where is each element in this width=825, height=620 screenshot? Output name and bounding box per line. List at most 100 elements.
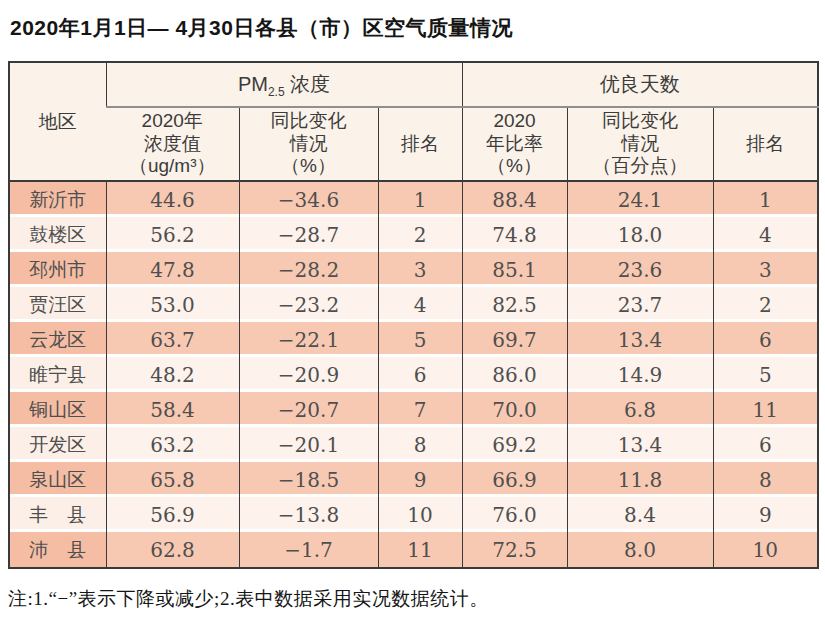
pm-change-cell: −28.2 [239, 252, 378, 287]
pm-rank-cell: 2 [378, 217, 462, 252]
days-rate-header: 2020 年比率 （%） [462, 107, 567, 181]
pm-change-cell: −34.6 [239, 181, 378, 217]
region-cell: 丰 县 [9, 497, 106, 532]
pm-value-cell: 65.8 [106, 462, 239, 497]
table-row: 鼓楼区 56.2 −28.7 2 74.8 18.0 4 [9, 217, 818, 252]
days-change-cell: 23.7 [567, 287, 713, 322]
pm-value-header: 2020年 浓度值 （ug/m³） [106, 107, 239, 181]
table-row: 铜山区 58.4 −20.7 7 70.0 6.8 11 [9, 392, 818, 427]
pm-change-cell: −20.1 [239, 427, 378, 462]
days-rate-cell: 70.0 [462, 392, 567, 427]
pm-change-cell: −13.8 [239, 497, 378, 532]
pm-rank-cell: 11 [378, 532, 462, 568]
region-cell: 铜山区 [9, 392, 106, 427]
days-change-cell: 23.6 [567, 252, 713, 287]
region-cell: 新沂市 [9, 181, 106, 217]
pm-label-suffix: 浓度 [285, 73, 331, 95]
group-header-row: 地区 PM2.5 浓度 优良天数 [9, 62, 818, 107]
days-rank-cell: 2 [713, 287, 818, 322]
pm-rank-cell: 10 [378, 497, 462, 532]
table-row: 云龙区 63.7 −22.1 5 69.7 13.4 6 [9, 322, 818, 357]
pm-value-cell: 44.6 [106, 181, 239, 217]
days-rank-header: 排名 [713, 107, 818, 181]
article-page: 2020年1月1日— 4月30日各县（市）区空气质量情况 地区 PM2.5 浓度… [0, 0, 825, 620]
region-cell: 开发区 [9, 427, 106, 462]
pm-value-cell: 53.0 [106, 287, 239, 322]
pm-rank-cell: 3 [378, 252, 462, 287]
pm-rank-cell: 1 [378, 181, 462, 217]
table-header: 地区 PM2.5 浓度 优良天数 2020年 浓度值 （ug/m³） 同比变化 … [9, 62, 818, 181]
days-rank-cell: 11 [713, 392, 818, 427]
days-rank-cell: 9 [713, 497, 818, 532]
days-rate-cell: 69.2 [462, 427, 567, 462]
good-days-group-header: 优良天数 [462, 62, 818, 107]
pm-change-cell: −23.2 [239, 287, 378, 322]
table-row: 开发区 63.2 −20.1 8 69.2 13.4 6 [9, 427, 818, 462]
days-rank-cell: 4 [713, 217, 818, 252]
days-rank-cell: 3 [713, 252, 818, 287]
days-rate-cell: 66.9 [462, 462, 567, 497]
days-rate-cell: 76.0 [462, 497, 567, 532]
region-cell: 贾汪区 [9, 287, 106, 322]
region-cell: 云龙区 [9, 322, 106, 357]
pm-rank-cell: 6 [378, 357, 462, 392]
days-rank-cell: 1 [713, 181, 818, 217]
pm-value-cell: 56.2 [106, 217, 239, 252]
pm-rank-cell: 4 [378, 287, 462, 322]
days-change-header: 同比变化 情况 （百分点） [567, 107, 713, 181]
pm-label-subscript: 2.5 [268, 85, 285, 99]
region-cell: 鼓楼区 [9, 217, 106, 252]
days-change-cell: 24.1 [567, 181, 713, 217]
days-rank-cell: 6 [713, 322, 818, 357]
region-cell: 沛 县 [9, 532, 106, 568]
pm-value-cell: 58.4 [106, 392, 239, 427]
days-rate-cell: 88.4 [462, 181, 567, 217]
table-row: 邳州市 47.8 −28.2 3 85.1 23.6 3 [9, 252, 818, 287]
pm-rank-header: 排名 [378, 107, 462, 181]
pm-change-cell: −1.7 [239, 532, 378, 568]
region-cell: 邳州市 [9, 252, 106, 287]
days-change-cell: 8.4 [567, 497, 713, 532]
days-rate-cell: 74.8 [462, 217, 567, 252]
table-row: 睢宁县 48.2 −20.9 6 86.0 14.9 5 [9, 357, 818, 392]
table-row: 贾汪区 53.0 −23.2 4 82.5 23.7 2 [9, 287, 818, 322]
pm-rank-cell: 7 [378, 392, 462, 427]
days-rate-cell: 72.5 [462, 532, 567, 568]
pm-change-cell: −20.7 [239, 392, 378, 427]
pm-value-cell: 62.8 [106, 532, 239, 568]
days-change-cell: 13.4 [567, 427, 713, 462]
sub-header-row: 2020年 浓度值 （ug/m³） 同比变化 情况 （%） 排名 2020 年比… [9, 107, 818, 181]
pm-value-cell: 56.9 [106, 497, 239, 532]
table-row: 沛 县 62.8 −1.7 11 72.5 8.0 10 [9, 532, 818, 568]
days-change-cell: 13.4 [567, 322, 713, 357]
pm-change-cell: −22.1 [239, 322, 378, 357]
days-rank-cell: 6 [713, 427, 818, 462]
air-quality-table: 地区 PM2.5 浓度 优良天数 2020年 浓度值 （ug/m³） 同比变化 … [8, 61, 819, 569]
table-body: 新沂市 44.6 −34.6 1 88.4 24.1 1 鼓楼区 56.2 −2… [9, 181, 818, 568]
days-change-cell: 8.0 [567, 532, 713, 568]
pm-value-cell: 48.2 [106, 357, 239, 392]
days-change-cell: 6.8 [567, 392, 713, 427]
days-rate-cell: 82.5 [462, 287, 567, 322]
days-change-cell: 18.0 [567, 217, 713, 252]
days-change-cell: 14.9 [567, 357, 713, 392]
pm-rank-cell: 5 [378, 322, 462, 357]
days-rank-cell: 8 [713, 462, 818, 497]
pm-change-cell: −28.7 [239, 217, 378, 252]
pm-change-cell: −20.9 [239, 357, 378, 392]
pm25-group-header: PM2.5 浓度 [106, 62, 462, 107]
pm-label-prefix: PM [238, 73, 268, 95]
days-rank-cell: 10 [713, 532, 818, 568]
days-change-cell: 11.8 [567, 462, 713, 497]
table-row: 泉山区 65.8 −18.5 9 66.9 11.8 8 [9, 462, 818, 497]
pm-change-header: 同比变化 情况 （%） [239, 107, 378, 181]
pm-rank-cell: 9 [378, 462, 462, 497]
footnote: 注:1.“−”表示下降或减少;2.表中数据采用实况数据统计。 [8, 586, 825, 612]
days-rate-cell: 85.1 [462, 252, 567, 287]
pm-value-cell: 63.7 [106, 322, 239, 357]
region-cell: 睢宁县 [9, 357, 106, 392]
pm-value-cell: 63.2 [106, 427, 239, 462]
days-rate-cell: 69.7 [462, 322, 567, 357]
pm-rank-cell: 8 [378, 427, 462, 462]
table-row: 丰 县 56.9 −13.8 10 76.0 8.4 9 [9, 497, 818, 532]
